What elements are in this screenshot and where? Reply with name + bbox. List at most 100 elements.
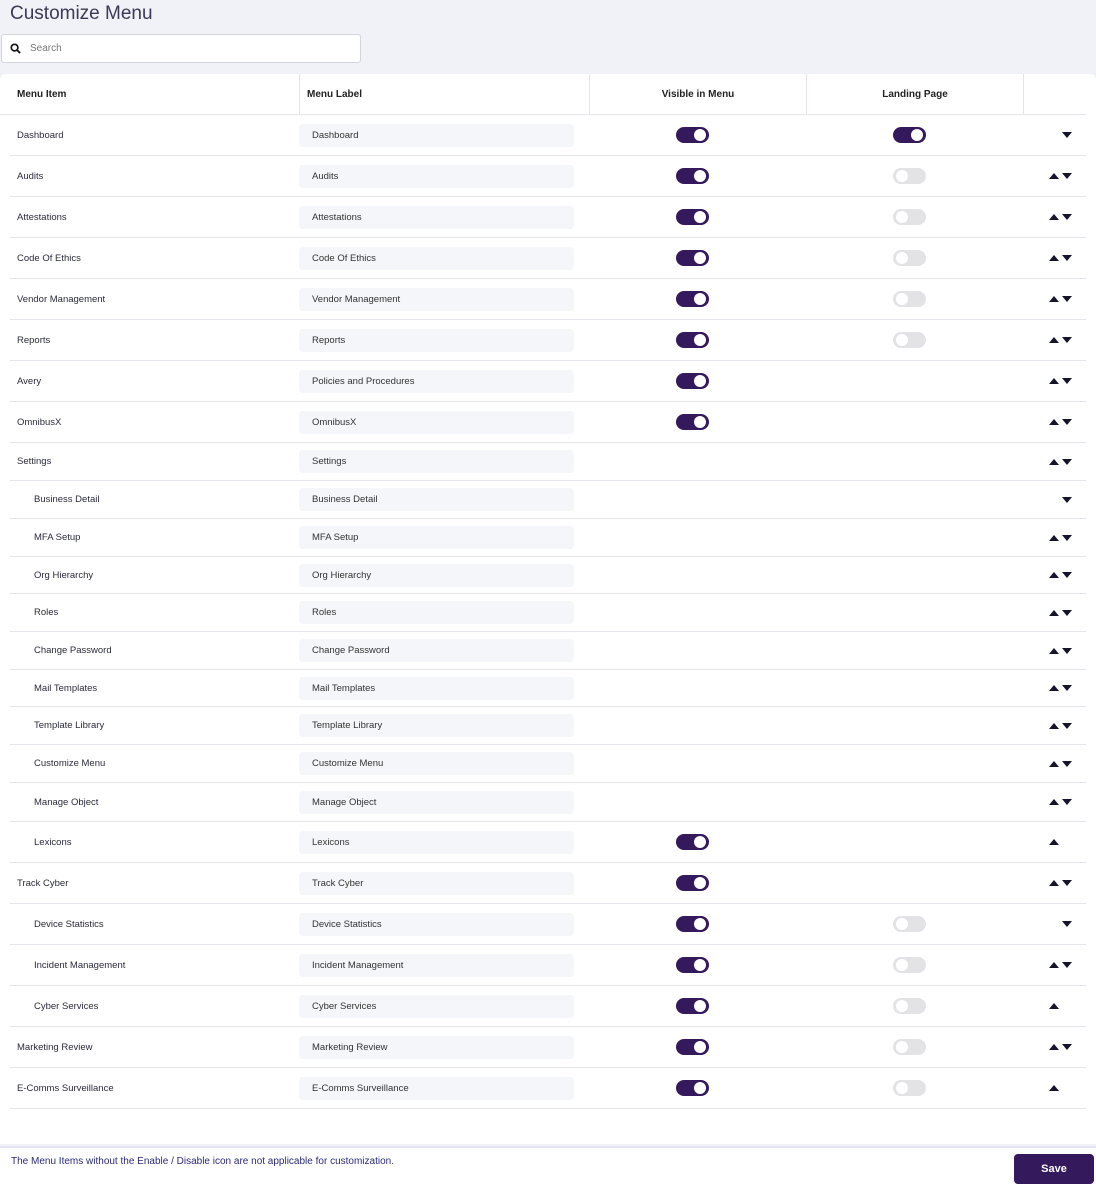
menu-label-input[interactable]: Cyber Services — [299, 994, 574, 1018]
menu-label-input[interactable]: Manage Object — [299, 790, 574, 814]
save-button[interactable]: Save — [1014, 1154, 1094, 1184]
move-down-icon[interactable] — [1062, 572, 1072, 578]
move-up-icon[interactable] — [1049, 173, 1059, 179]
menu-label-input[interactable]: Code Of Ethics — [299, 246, 574, 270]
search-input[interactable] — [30, 43, 330, 54]
move-down-icon[interactable] — [1062, 1044, 1072, 1050]
menu-label-input[interactable]: Settings — [299, 450, 574, 473]
move-up-icon[interactable] — [1049, 880, 1059, 886]
visible-toggle[interactable] — [676, 250, 709, 266]
landing-page-toggle[interactable] — [893, 250, 926, 266]
move-up-icon[interactable] — [1049, 419, 1059, 425]
visible-toggle[interactable] — [676, 875, 709, 891]
visible-toggle[interactable] — [676, 127, 709, 143]
move-up-icon[interactable] — [1049, 647, 1059, 654]
move-down-icon[interactable] — [1062, 962, 1072, 968]
menu-label-input[interactable]: Incident Management — [299, 953, 574, 977]
menu-label-input[interactable]: Org Hierarchy — [299, 563, 574, 587]
menu-label-input[interactable]: Track Cyber — [299, 871, 574, 895]
landing-page-toggle[interactable] — [893, 332, 926, 348]
move-down-icon[interactable] — [1062, 214, 1072, 220]
move-down-icon[interactable] — [1062, 132, 1072, 138]
visible-toggle[interactable] — [676, 332, 709, 348]
move-up-icon[interactable] — [1049, 722, 1059, 729]
landing-page-toggle[interactable] — [893, 1080, 926, 1096]
move-up-icon[interactable] — [1049, 760, 1059, 767]
move-up-icon[interactable] — [1049, 296, 1059, 302]
move-down-icon[interactable] — [1062, 496, 1072, 503]
move-down-icon[interactable] — [1062, 458, 1072, 465]
move-up-icon[interactable] — [1049, 839, 1059, 845]
move-up-icon[interactable] — [1049, 1085, 1059, 1091]
menu-label-input[interactable]: Dashboard — [299, 123, 574, 147]
menu-label-input[interactable]: MFA Setup — [299, 526, 574, 549]
menu-label-input[interactable]: E-Comms Surveillance — [299, 1076, 574, 1100]
visible-toggle[interactable] — [676, 414, 709, 430]
landing-page-toggle[interactable] — [893, 209, 926, 225]
menu-label-input[interactable]: Change Password — [299, 639, 574, 662]
visible-toggle[interactable] — [676, 998, 709, 1014]
menu-label-input[interactable]: Reports — [299, 328, 574, 352]
table-header: Menu Item Menu Label Visible in Menu Lan… — [0, 74, 1086, 115]
menu-label-input[interactable]: Business Detail — [299, 488, 574, 511]
visible-toggle[interactable] — [676, 1039, 709, 1055]
menu-label-input[interactable]: OmnibusX — [299, 410, 574, 434]
move-up-icon[interactable] — [1049, 337, 1059, 343]
move-up-icon[interactable] — [1049, 534, 1059, 541]
menu-label-input[interactable]: Audits — [299, 164, 574, 188]
menu-label-input[interactable]: Attestations — [299, 205, 574, 229]
landing-page-toggle[interactable] — [893, 957, 926, 973]
move-down-icon[interactable] — [1062, 921, 1072, 927]
move-down-icon[interactable] — [1062, 296, 1072, 302]
move-up-icon[interactable] — [1049, 1044, 1059, 1050]
move-down-icon[interactable] — [1062, 880, 1072, 886]
move-up-icon[interactable] — [1049, 214, 1059, 220]
menu-label-input[interactable]: Lexicons — [299, 830, 574, 854]
move-down-icon[interactable] — [1062, 722, 1072, 729]
visible-toggle[interactable] — [676, 834, 709, 850]
move-down-icon[interactable] — [1062, 255, 1072, 261]
move-down-icon[interactable] — [1062, 419, 1072, 425]
move-up-icon[interactable] — [1049, 378, 1059, 384]
move-up-icon[interactable] — [1049, 609, 1059, 616]
move-up-icon[interactable] — [1049, 799, 1059, 805]
move-down-icon[interactable] — [1062, 609, 1072, 616]
move-down-icon[interactable] — [1062, 760, 1072, 767]
move-up-icon[interactable] — [1049, 685, 1059, 691]
move-down-icon[interactable] — [1062, 337, 1072, 343]
move-down-icon[interactable] — [1062, 534, 1072, 541]
menu-label-input[interactable]: Marketing Review — [299, 1035, 574, 1059]
move-up-icon[interactable] — [1049, 1003, 1059, 1009]
menu-label-input[interactable]: Vendor Management — [299, 287, 574, 311]
landing-page-toggle[interactable] — [893, 916, 926, 932]
landing-page-toggle[interactable] — [893, 127, 926, 143]
move-down-icon[interactable] — [1062, 378, 1072, 384]
menu-label-input[interactable]: Device Statistics — [299, 912, 574, 936]
visible-toggle[interactable] — [676, 209, 709, 225]
landing-page-toggle[interactable] — [893, 291, 926, 307]
landing-page-toggle[interactable] — [893, 1039, 926, 1055]
visible-toggle[interactable] — [676, 916, 709, 932]
move-up-icon[interactable] — [1049, 962, 1059, 968]
move-up-icon[interactable] — [1049, 255, 1059, 261]
menu-label-input[interactable]: Template Library — [299, 714, 574, 737]
move-down-icon[interactable] — [1062, 685, 1072, 691]
move-down-icon[interactable] — [1062, 647, 1072, 654]
visible-toggle[interactable] — [676, 168, 709, 184]
search-box[interactable] — [1, 34, 361, 63]
move-up-icon[interactable] — [1049, 458, 1059, 465]
move-down-icon[interactable] — [1062, 799, 1072, 805]
menu-label-input[interactable]: Roles — [299, 601, 574, 624]
visible-toggle[interactable] — [676, 1080, 709, 1096]
visible-toggle[interactable] — [676, 291, 709, 307]
menu-label-input[interactable]: Policies and Procedures — [299, 369, 574, 393]
visible-toggle[interactable] — [676, 373, 709, 389]
menu-label-input[interactable]: Mail Templates — [299, 676, 574, 700]
move-down-icon[interactable] — [1062, 173, 1072, 179]
move-up-icon[interactable] — [1049, 572, 1059, 578]
landing-page-toggle[interactable] — [893, 998, 926, 1014]
visible-toggle[interactable] — [676, 957, 709, 973]
landing-page-toggle[interactable] — [893, 168, 926, 184]
menu-label-input[interactable]: Customize Menu — [299, 752, 574, 775]
table-row: Template Library Template Library — [10, 707, 1086, 745]
